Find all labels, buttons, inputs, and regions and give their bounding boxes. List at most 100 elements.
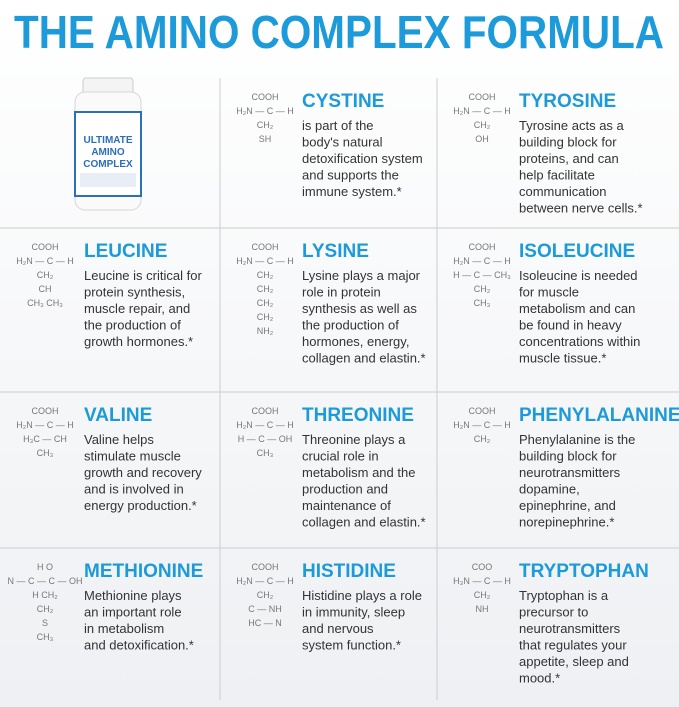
structure-label: H — C — CH₃ <box>453 270 511 280</box>
structure-label: H CH₂ <box>32 590 58 600</box>
amino-description: proteins, and can <box>519 151 619 166</box>
amino-description: between nerve cells.* <box>519 201 643 216</box>
amino-description: synthesis as well as <box>302 301 417 316</box>
amino-description: Isoleucine is needed <box>519 268 638 283</box>
product-bottle: ULTIMATE AMINO COMPLEX <box>74 77 142 211</box>
amino-description: that regulates your <box>519 638 627 653</box>
amino-name: HISTIDINE <box>302 561 396 582</box>
amino-description: muscle tissue.* <box>519 351 606 366</box>
structure-label: CH₂ <box>37 270 54 280</box>
amino-name: TYROSINE <box>519 91 616 112</box>
structure-label: HC — N <box>248 618 282 628</box>
structure-label: CH₃ <box>257 448 274 458</box>
structure-label: COO <box>472 562 493 572</box>
amino-name: METHIONINE <box>84 561 203 582</box>
amino-name: TRYPTOPHAN <box>519 561 649 582</box>
amino-description: body's natural <box>302 135 383 150</box>
amino-description: Threonine plays a <box>302 432 406 447</box>
amino-description: detoxification system <box>302 151 423 166</box>
amino-description: in immunity, sleep <box>302 605 405 620</box>
amino-description: the production of <box>84 318 181 333</box>
structure-label: CH₂ <box>474 590 491 600</box>
amino-description: neurotransmitters <box>519 621 621 636</box>
structure-label: H₂N — C — H <box>453 106 511 116</box>
amino-description: epinephrine, and <box>519 498 616 513</box>
amino-description: protein synthesis, <box>84 285 185 300</box>
structure-label: H₂N — C — H <box>453 256 511 266</box>
amino-description: for muscle <box>519 285 579 300</box>
amino-description: precursor to <box>519 605 588 620</box>
amino-description: Phenylalanine is the <box>519 432 635 447</box>
structure-label: COOH <box>252 92 279 102</box>
structure-label: NH₂ <box>257 326 274 336</box>
amino-description: and nervous <box>302 621 374 636</box>
structure-label: COOH <box>252 562 279 572</box>
structure-label: CH₂ <box>37 604 54 614</box>
amino-description: stimulate muscle <box>84 449 181 464</box>
amino-name: CYSTINE <box>302 91 384 112</box>
product-label: AMINO <box>91 147 125 158</box>
structure-label: COOH <box>469 242 496 252</box>
amino-description: immune system.* <box>302 184 402 199</box>
amino-description: hormones, energy, <box>302 334 409 349</box>
product-label: ULTIMATE <box>83 135 132 146</box>
structure-label: SH <box>259 134 272 144</box>
amino-description: system function.* <box>302 638 401 653</box>
structure-label: NH <box>476 604 489 614</box>
amino-description: be found in heavy <box>519 318 622 333</box>
structure-label: COOH <box>32 406 59 416</box>
amino-name: VALINE <box>84 405 152 426</box>
structure-label: H₂N — C — H <box>236 256 294 266</box>
amino-description: and is involved in <box>84 482 184 497</box>
amino-description: concentrations within <box>519 334 640 349</box>
amino-name: LEUCINE <box>84 241 167 262</box>
amino-description: an important role <box>84 605 182 620</box>
structure-label: N — C — C — OH <box>7 576 82 586</box>
structure-label: COOH <box>469 92 496 102</box>
structure-label: CH₂ <box>474 120 491 130</box>
structure-label: C — NH <box>248 604 282 614</box>
structure-label: COOH <box>252 242 279 252</box>
structure-label: CH <box>39 284 52 294</box>
structure-label: COOH <box>252 406 279 416</box>
structure-label: CH₃ CH₃ <box>27 298 63 308</box>
product-label: COMPLEX <box>83 159 133 170</box>
structure-label: CH₃ <box>474 298 491 308</box>
amino-description: the production of <box>302 318 399 333</box>
amino-description: collagen and elastin.* <box>302 351 426 366</box>
amino-description: building block for <box>519 135 617 150</box>
amino-description: Tyrosine acts as a <box>519 118 625 133</box>
amino-description: Lysine plays a major <box>302 268 421 283</box>
structure-label: H O <box>37 562 53 572</box>
amino-description: Histidine plays a role <box>302 588 422 603</box>
structure-label: H₃C — CH <box>23 434 67 444</box>
structure-label: H₂N — C — H <box>16 256 74 266</box>
amino-description: norepinephrine.* <box>519 515 614 530</box>
structure-label: CH₂ <box>257 284 274 294</box>
amino-description: production and <box>302 482 388 497</box>
amino-description: growth hormones.* <box>84 334 193 349</box>
structure-label: H₂N — C — H <box>236 420 294 430</box>
amino-description: communication <box>519 184 606 199</box>
label-fineprint <box>80 173 136 187</box>
structure-label: H — C — OH <box>238 434 293 444</box>
structure-label: H₂N — C — H <box>16 420 74 430</box>
structure-label: H₂N — C — H <box>453 420 511 430</box>
amino-description: is part of the <box>302 118 374 133</box>
amino-description: neurotransmitters <box>519 465 621 480</box>
structure-label: CH₃ <box>37 632 54 642</box>
amino-description: crucial role in <box>302 449 379 464</box>
amino-description: appetite, sleep and <box>519 654 629 669</box>
structure-label: CH₃ <box>37 448 54 458</box>
structure-label: CH₂ <box>257 312 274 322</box>
amino-description: and supports the <box>302 168 399 183</box>
amino-description: Leucine is critical for <box>84 268 202 283</box>
amino-description: growth and recovery <box>84 465 202 480</box>
structure-label: CH₂ <box>257 270 274 280</box>
structure-label: CH₂ <box>474 284 491 294</box>
structure-label: S <box>42 618 48 628</box>
structure-label: CH₂ <box>257 298 274 308</box>
structure-label: CH₂ <box>474 434 491 444</box>
